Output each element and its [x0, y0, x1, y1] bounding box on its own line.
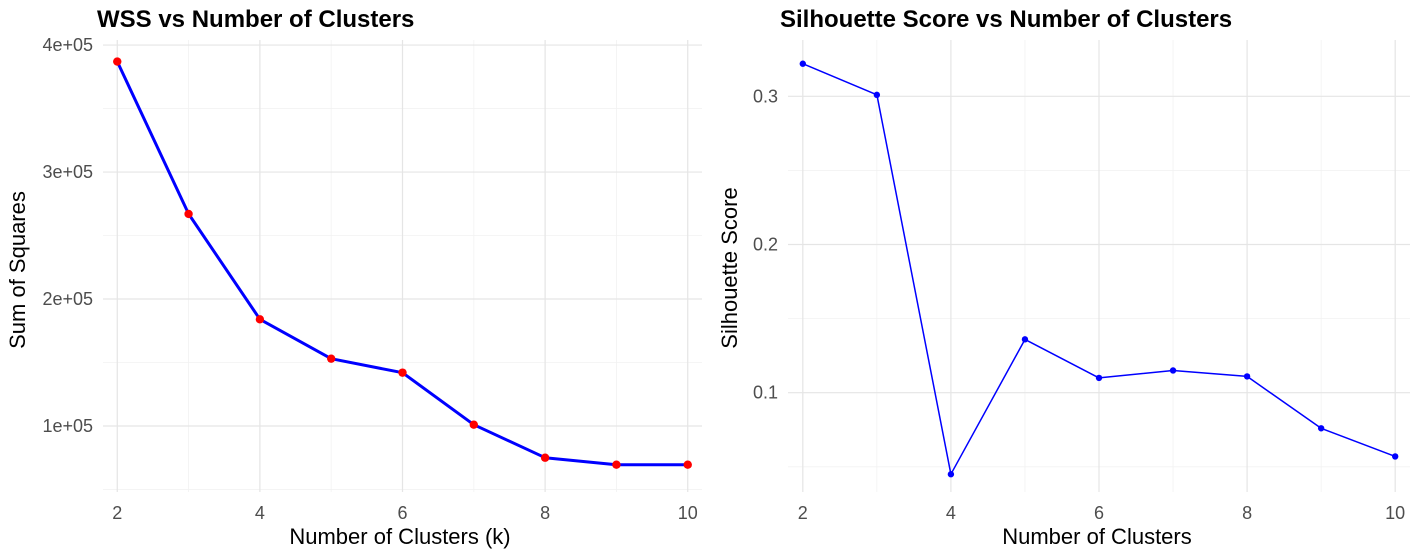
silhouette-series [799, 60, 1399, 478]
silhouette-grid [788, 40, 1410, 492]
silhouette-chart-panel: Silhouette Score vs Number of Clusters 0… [717, 6, 1410, 549]
wss-y-tick-label: 4e+05 [42, 35, 93, 55]
silhouette-data-point [1169, 367, 1177, 374]
wss-y-axis-title: Sum of Squares [5, 191, 30, 349]
wss-data-point [469, 420, 479, 429]
wss-y-tick-label: 2e+05 [42, 289, 93, 309]
silhouette-data-point [1317, 425, 1325, 432]
wss-x-tick-labels: 2 4 6 8 10 [112, 503, 697, 523]
silhouette-x-tick-labels: 2 4 6 8 10 [798, 503, 1405, 523]
silhouette-y-tick-label: 0.1 [753, 383, 778, 403]
wss-data-point [326, 354, 336, 363]
silhouette-y-tick-label: 0.3 [753, 86, 778, 106]
wss-x-tick-label: 2 [112, 503, 122, 523]
silhouette-x-tick-label: 8 [1242, 503, 1252, 523]
silhouette-chart-title: Silhouette Score vs Number of Clusters [780, 6, 1232, 33]
wss-x-tick-label: 4 [255, 503, 265, 523]
wss-y-tick-labels: 1e+05 2e+05 3e+05 4e+05 [42, 35, 93, 436]
silhouette-x-tick-label: 4 [946, 503, 956, 523]
wss-y-tick-label: 3e+05 [42, 162, 93, 182]
wss-chart-title: WSS vs Number of Clusters [97, 6, 414, 33]
silhouette-data-point [1095, 374, 1103, 382]
silhouette-data-point [947, 471, 955, 478]
silhouette-x-tick-label: 10 [1385, 503, 1405, 523]
wss-grid [103, 40, 702, 492]
silhouette-y-tick-label: 0.2 [753, 235, 778, 255]
silhouette-data-point [1021, 336, 1029, 343]
silhouette-data-point [799, 60, 807, 67]
wss-y-tick-label: 1e+05 [42, 416, 93, 436]
wss-data-point [398, 368, 407, 377]
wss-x-tick-label: 6 [397, 503, 407, 523]
wss-data-point [540, 453, 550, 462]
wss-chart-panel: WSS vs Number of Clusters 1e+05 2e+05 3e+0… [5, 6, 702, 549]
silhouette-x-axis-title: Number of Clusters [1002, 524, 1192, 549]
silhouette-data-point [873, 91, 881, 99]
silhouette-y-tick-labels: 0.1 0.2 0.3 [753, 86, 778, 402]
silhouette-x-tick-label: 6 [1094, 503, 1104, 523]
silhouette-data-point [1243, 373, 1251, 380]
wss-x-tick-label: 8 [540, 503, 550, 523]
silhouette-x-tick-label: 2 [798, 503, 808, 523]
wss-x-axis-title: Number of Clusters (k) [289, 524, 510, 549]
wss-data-point [683, 460, 692, 469]
wss-data-point [184, 209, 193, 219]
wss-data-point [113, 57, 122, 66]
wss-series [113, 57, 692, 469]
silhouette-data-point [1391, 453, 1399, 460]
wss-data-point [612, 460, 621, 469]
wss-x-tick-label: 10 [678, 503, 698, 523]
wss-data-point [255, 315, 265, 324]
silhouette-y-axis-title: Silhouette Score [717, 187, 742, 348]
